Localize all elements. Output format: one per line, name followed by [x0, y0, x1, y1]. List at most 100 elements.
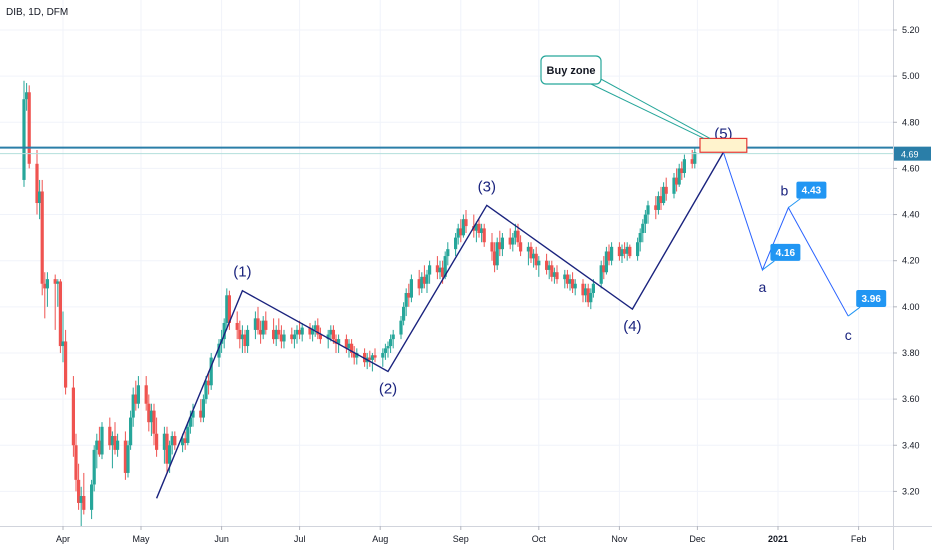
candle-body[interactable] — [508, 237, 512, 245]
candle-body[interactable] — [272, 329, 276, 340]
candle[interactable] — [589, 288, 593, 310]
candle-body[interactable] — [659, 196, 663, 204]
candle[interactable] — [565, 269, 569, 289]
candle-body[interactable] — [240, 334, 244, 340]
candle-body[interactable] — [446, 249, 450, 257]
candle-body[interactable] — [490, 242, 494, 252]
candle[interactable] — [573, 279, 577, 296]
candle[interactable] — [435, 256, 439, 280]
candle-body[interactable] — [428, 265, 432, 275]
candle[interactable] — [428, 260, 432, 284]
candle[interactable] — [126, 440, 130, 478]
candle-body[interactable] — [513, 230, 517, 238]
candle[interactable] — [438, 260, 442, 280]
candle-body[interactable] — [77, 479, 81, 503]
candle[interactable] — [425, 269, 429, 293]
candle-body[interactable] — [238, 329, 242, 340]
candle[interactable] — [82, 472, 86, 515]
candle[interactable] — [199, 399, 203, 423]
candle[interactable] — [659, 186, 663, 210]
candle-body[interactable] — [188, 417, 192, 427]
candle[interactable] — [316, 318, 320, 340]
candle[interactable] — [350, 339, 354, 358]
candle-body[interactable] — [277, 329, 281, 335]
candle-body[interactable] — [617, 246, 621, 257]
candle[interactable] — [389, 334, 393, 353]
candle[interactable] — [165, 426, 169, 473]
candle[interactable] — [191, 403, 195, 427]
candle-body[interactable] — [511, 237, 515, 245]
candle-body[interactable] — [623, 249, 627, 254]
candle-body[interactable] — [571, 279, 575, 289]
candle[interactable] — [147, 394, 151, 432]
candle[interactable] — [27, 85, 31, 169]
candle-body[interactable] — [155, 433, 159, 450]
wave-line[interactable] — [155, 151, 725, 499]
candle-body[interactable] — [610, 246, 614, 261]
candle[interactable] — [399, 316, 403, 340]
candle-body[interactable] — [552, 272, 556, 277]
candle[interactable] — [173, 431, 177, 450]
candle[interactable] — [402, 302, 406, 326]
candle-body[interactable] — [243, 334, 247, 347]
candle-body[interactable] — [116, 440, 120, 450]
candle[interactable] — [571, 272, 575, 293]
candle-body[interactable] — [573, 283, 577, 289]
candle[interactable] — [279, 325, 283, 349]
candle[interactable] — [162, 426, 166, 464]
candle-body[interactable] — [563, 274, 567, 280]
candle[interactable] — [290, 327, 294, 344]
candle-body[interactable] — [134, 394, 138, 404]
candle-body[interactable] — [38, 191, 42, 204]
candle-body[interactable] — [227, 295, 231, 323]
buy-zone-callout[interactable]: Buy zone — [540, 55, 748, 153]
candle[interactable] — [95, 433, 99, 469]
candle-body[interactable] — [363, 352, 367, 363]
candle[interactable] — [456, 223, 460, 245]
candle[interactable] — [599, 260, 603, 289]
candle-body[interactable] — [58, 281, 62, 347]
candle[interactable] — [217, 339, 221, 367]
candle-body[interactable] — [201, 399, 205, 418]
candle[interactable] — [604, 246, 608, 275]
candle[interactable] — [662, 182, 666, 206]
candle[interactable] — [64, 329, 68, 395]
candle-body[interactable] — [675, 177, 679, 185]
candle[interactable] — [555, 265, 559, 284]
candle[interactable] — [43, 272, 47, 319]
candle-body[interactable] — [493, 251, 497, 266]
candle-body[interactable] — [373, 355, 377, 358]
candle[interactable] — [654, 196, 658, 220]
candle[interactable] — [477, 219, 481, 238]
candle[interactable] — [79, 486, 83, 526]
candle[interactable] — [646, 200, 650, 224]
candle[interactable] — [409, 274, 413, 303]
candle-body[interactable] — [204, 380, 208, 400]
candle-body[interactable] — [207, 380, 211, 386]
candle-body[interactable] — [646, 205, 650, 215]
candle-body[interactable] — [636, 242, 640, 257]
candle[interactable] — [464, 209, 468, 234]
candle[interactable] — [584, 283, 588, 303]
candle-body[interactable] — [222, 322, 226, 340]
candle-body[interactable] — [417, 279, 421, 289]
candle[interactable] — [295, 325, 299, 344]
candle-body[interactable] — [152, 410, 156, 434]
candle[interactable] — [100, 422, 104, 460]
candle[interactable] — [383, 343, 387, 360]
candle-body[interactable] — [79, 496, 83, 503]
candle-body[interactable] — [547, 265, 551, 270]
candle-body[interactable] — [464, 219, 468, 227]
candle[interactable] — [404, 288, 408, 317]
candle-body[interactable] — [381, 352, 385, 358]
candle[interactable] — [617, 242, 621, 261]
candle[interactable] — [690, 149, 694, 169]
candle-body[interactable] — [274, 329, 278, 340]
candle[interactable] — [355, 348, 359, 365]
candle-body[interactable] — [693, 152, 697, 164]
candle-body[interactable] — [402, 306, 406, 321]
candle[interactable] — [170, 431, 174, 455]
candle-body[interactable] — [123, 440, 127, 473]
candle-body[interactable] — [313, 325, 317, 330]
candle-body[interactable] — [641, 223, 645, 234]
